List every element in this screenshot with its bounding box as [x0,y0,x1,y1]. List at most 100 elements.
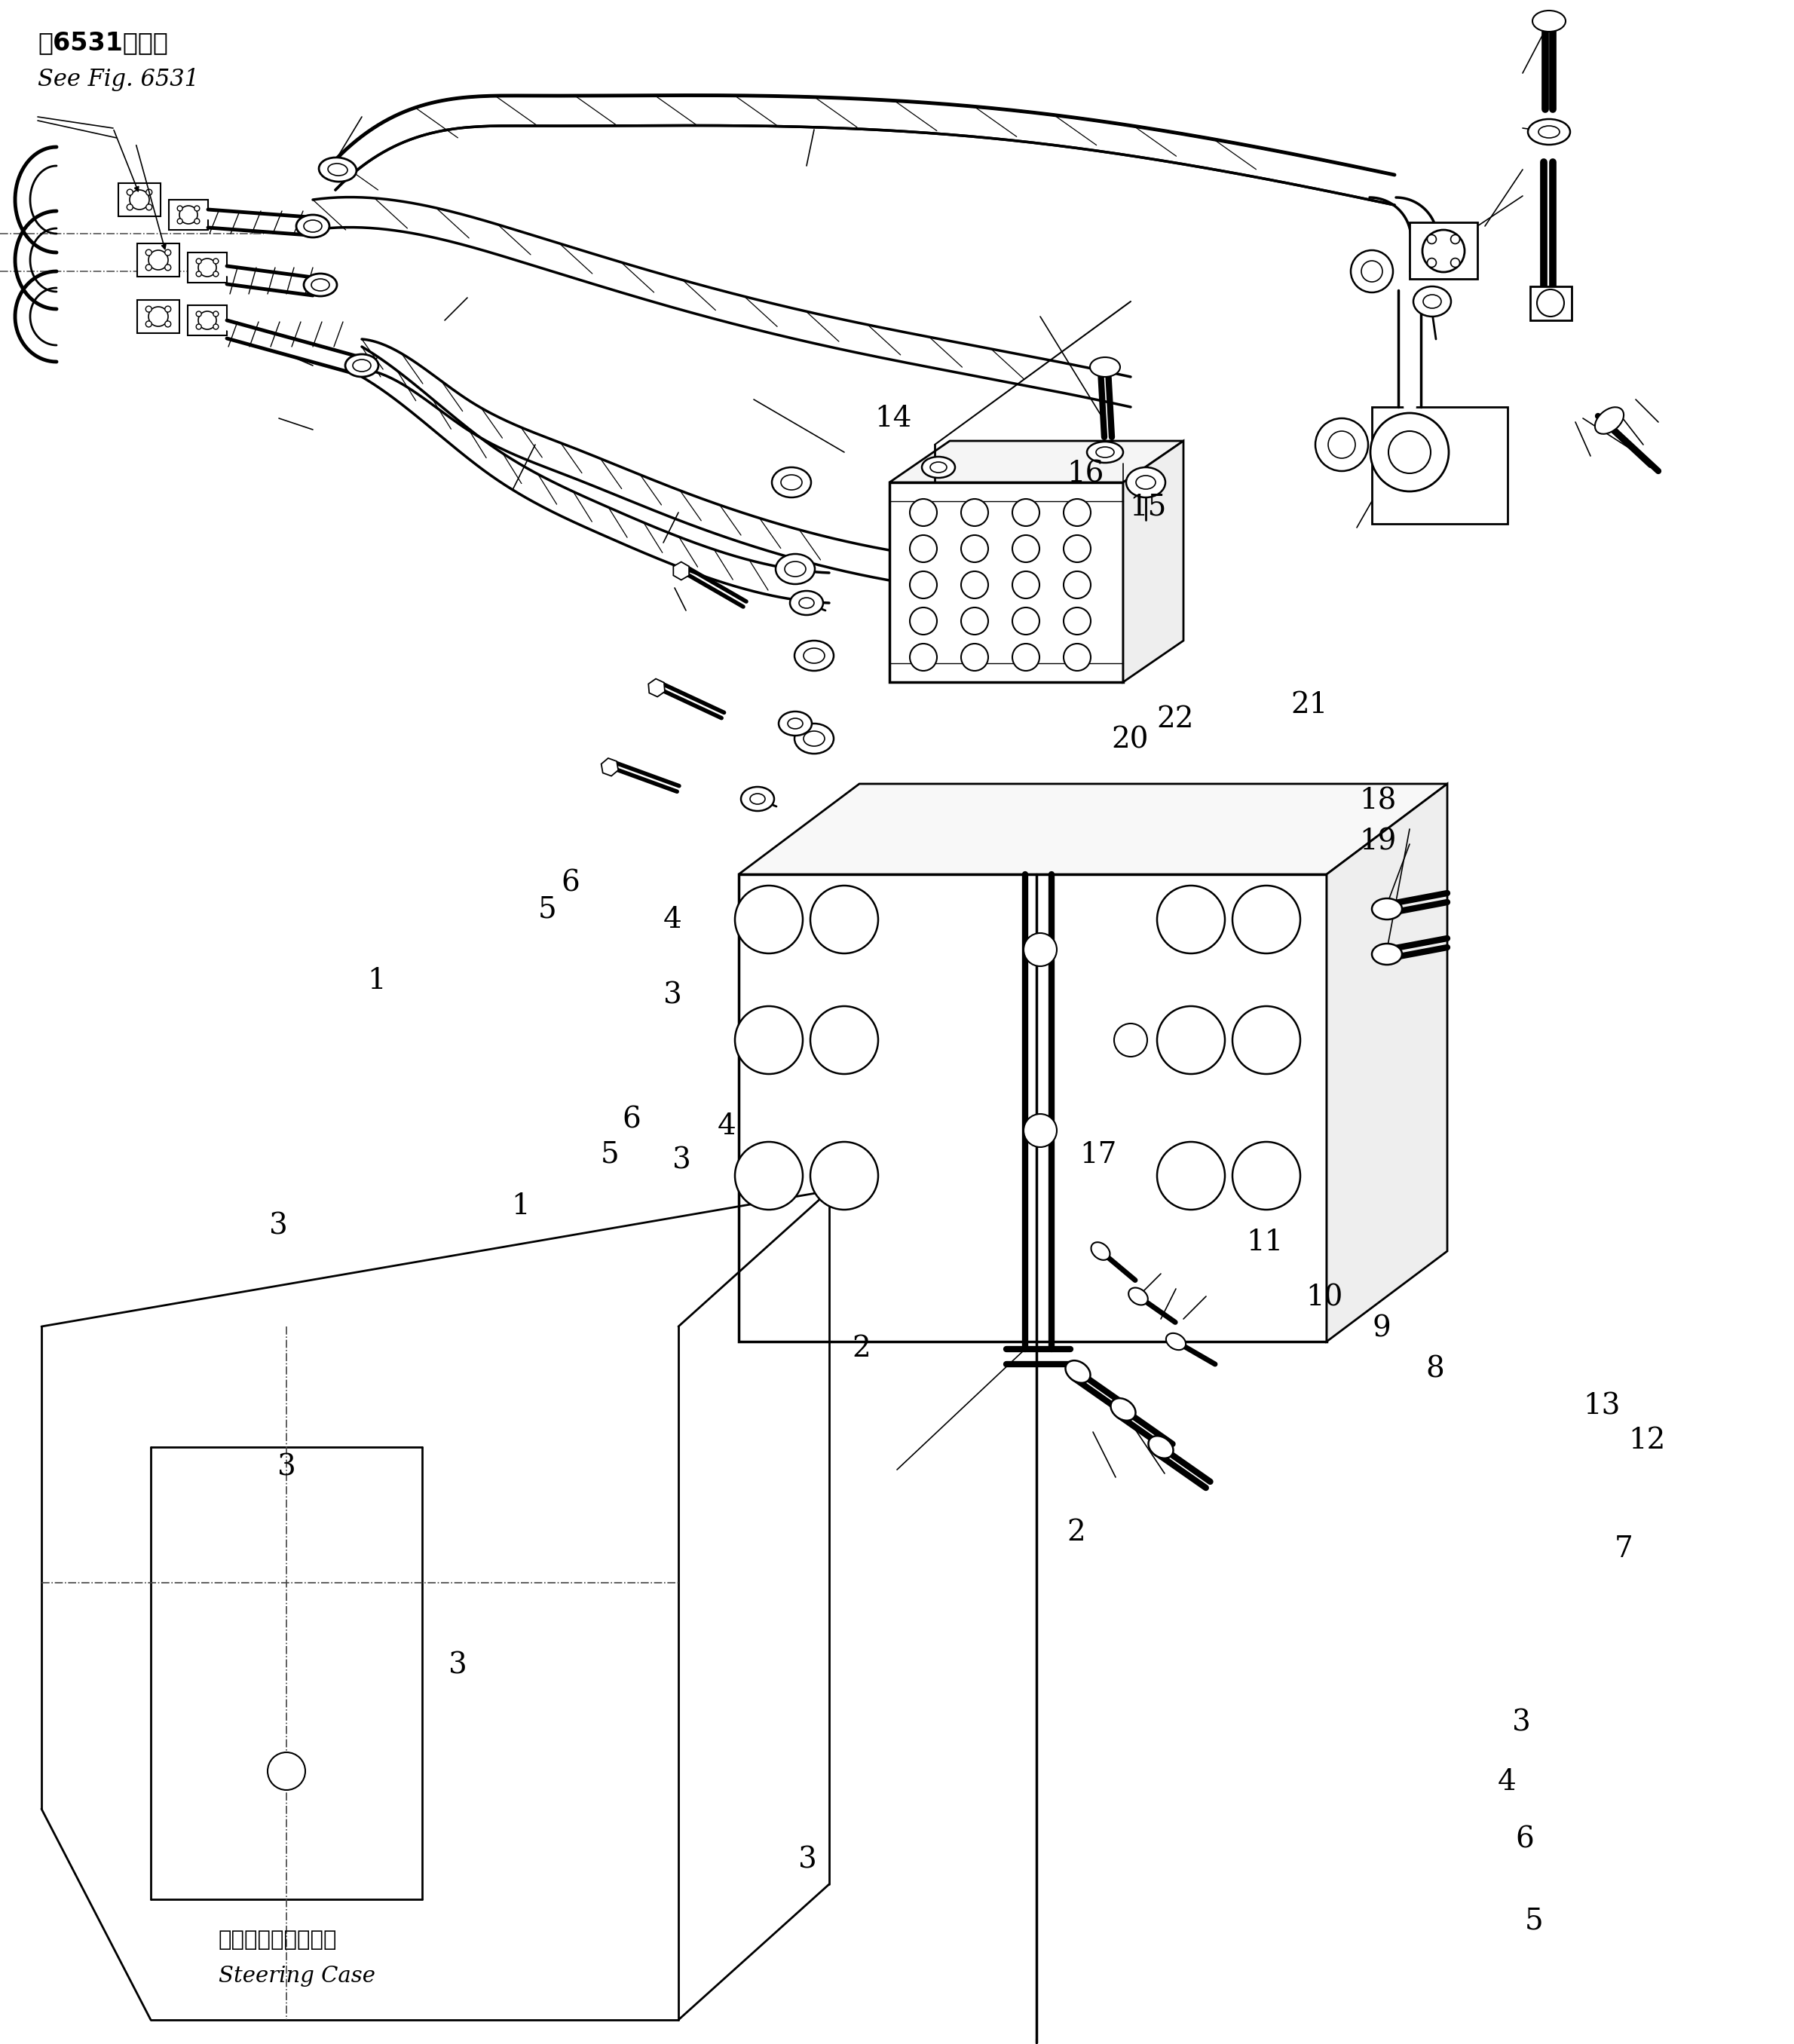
Circle shape [1012,499,1039,525]
Circle shape [962,536,988,562]
Circle shape [910,570,936,599]
Text: 9: 9 [1372,1314,1390,1343]
Circle shape [736,1143,802,1210]
Text: ステアリングケース: ステアリングケース [219,1930,337,1950]
Text: 5: 5 [1525,1907,1543,1936]
Circle shape [736,1006,802,1073]
Circle shape [179,206,197,225]
Text: 3: 3 [664,981,682,1010]
Circle shape [910,499,936,525]
Ellipse shape [1371,413,1450,491]
Ellipse shape [328,164,348,176]
Ellipse shape [1372,899,1403,920]
Circle shape [1012,536,1039,562]
Circle shape [145,204,152,211]
Circle shape [1012,607,1039,634]
Bar [1530,286,1572,321]
Text: 6: 6 [623,1106,640,1134]
Polygon shape [648,679,666,697]
Text: 4: 4 [664,905,682,934]
Ellipse shape [741,787,775,811]
Circle shape [213,272,219,276]
Ellipse shape [795,640,834,670]
Circle shape [178,206,183,211]
Ellipse shape [1351,249,1392,292]
Ellipse shape [1414,286,1451,317]
Polygon shape [1326,783,1448,1341]
Circle shape [145,264,152,270]
Text: 18: 18 [1360,787,1396,816]
Ellipse shape [303,221,321,233]
Text: Steering Case: Steering Case [219,1966,375,1987]
Text: 19: 19 [1360,828,1396,856]
Bar [1372,407,1507,523]
Circle shape [1157,1143,1225,1210]
Ellipse shape [1328,431,1354,458]
Polygon shape [890,442,1184,482]
Circle shape [962,499,988,525]
Circle shape [910,644,936,670]
Polygon shape [1123,442,1184,683]
Ellipse shape [1539,127,1559,137]
Circle shape [962,570,988,599]
Text: 3: 3 [278,1453,296,1482]
Ellipse shape [780,474,802,491]
Ellipse shape [1110,1398,1136,1421]
Ellipse shape [929,462,947,472]
Circle shape [196,311,201,317]
Ellipse shape [779,711,813,736]
Circle shape [196,325,201,329]
Circle shape [1423,229,1464,272]
Circle shape [149,307,169,327]
Circle shape [149,249,169,270]
Ellipse shape [1315,419,1369,470]
Ellipse shape [319,157,357,182]
Circle shape [736,885,802,953]
Circle shape [194,206,199,211]
Ellipse shape [303,274,337,296]
Circle shape [1157,885,1225,953]
Text: 6: 6 [562,869,579,897]
Circle shape [145,249,152,256]
Text: 20: 20 [1112,726,1148,754]
Text: 13: 13 [1584,1392,1620,1421]
Ellipse shape [1532,10,1566,31]
Circle shape [267,1752,305,1791]
Bar [1410,223,1478,278]
Ellipse shape [1066,1361,1091,1384]
Text: 21: 21 [1292,691,1328,719]
Circle shape [196,272,201,276]
Text: 10: 10 [1306,1284,1342,1312]
Polygon shape [188,253,226,282]
Ellipse shape [795,724,834,754]
Ellipse shape [1389,431,1430,474]
Circle shape [1064,570,1091,599]
Circle shape [1024,1114,1057,1147]
Circle shape [1428,258,1437,268]
Ellipse shape [788,717,802,730]
Ellipse shape [1091,1243,1110,1259]
Text: 11: 11 [1247,1228,1283,1257]
Circle shape [165,321,170,327]
Ellipse shape [1372,944,1403,965]
Ellipse shape [353,360,371,372]
Circle shape [178,219,183,225]
Circle shape [1157,1006,1225,1073]
Polygon shape [136,243,179,276]
Circle shape [1064,536,1091,562]
Ellipse shape [1128,1288,1148,1304]
Circle shape [1232,1143,1301,1210]
Circle shape [165,307,170,313]
Text: 14: 14 [875,405,911,433]
Text: 5: 5 [538,895,556,924]
Circle shape [1232,885,1301,953]
Ellipse shape [1091,358,1119,376]
Text: 7: 7 [1615,1535,1633,1564]
Circle shape [127,190,133,196]
Text: 3: 3 [448,1652,466,1680]
Circle shape [811,1006,877,1073]
Ellipse shape [750,793,764,803]
Ellipse shape [1595,407,1624,433]
Circle shape [145,321,152,327]
Text: 2: 2 [852,1335,870,1363]
